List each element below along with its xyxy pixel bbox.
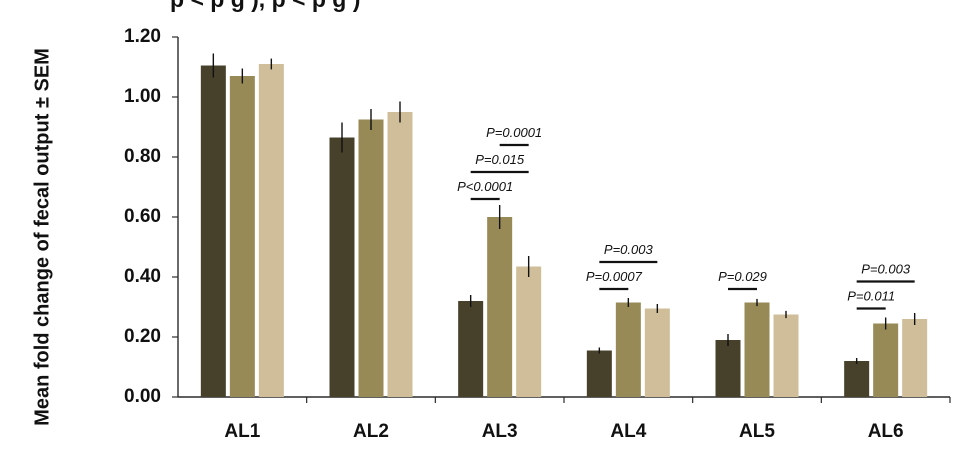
x-category-label: AL2	[353, 421, 389, 442]
significance-label: P=0.003	[604, 242, 654, 257]
bar	[873, 323, 899, 397]
y-tick-label: 0.00	[124, 386, 161, 407]
bar	[258, 64, 284, 397]
y-tick-label: 1.00	[124, 86, 161, 107]
bar	[644, 308, 670, 397]
significance-label: P=0.029	[718, 269, 767, 284]
bar	[844, 361, 870, 397]
significance-label: P=0.003	[861, 262, 911, 277]
x-category-label: AL5	[739, 421, 775, 442]
x-category-label: AL3	[482, 421, 518, 442]
bar	[715, 340, 741, 397]
x-category-label: AL4	[610, 421, 646, 442]
significance-label: P=0.0001	[486, 125, 542, 140]
bar	[387, 112, 413, 397]
significance-label: P=0.0007	[586, 269, 643, 284]
bar	[358, 119, 384, 397]
y-axis-title: Mean fold change of fecal output ± SEM	[31, 48, 53, 426]
bar	[902, 319, 928, 397]
significance-label: P=0.011	[847, 289, 895, 304]
bar	[744, 302, 770, 397]
bar	[586, 350, 612, 397]
bar	[458, 301, 484, 397]
chart-title: p < p g ), p < p g )	[170, 0, 360, 12]
significance-label: P=0.015	[475, 152, 525, 167]
bar	[487, 217, 513, 397]
x-category-label: AL1	[224, 421, 260, 442]
bar	[773, 314, 799, 397]
bar	[229, 76, 255, 397]
plot-area: 0.00 0.20 0.40 0.60 0.80 1.00 1.20 AL1 AL2 AL3 AL4…	[124, 26, 951, 442]
bar	[615, 302, 641, 397]
x-category-label: AL6	[868, 421, 904, 442]
y-tick-label: 0.80	[124, 146, 161, 167]
bar	[516, 266, 542, 397]
y-tick-label: 1.20	[124, 26, 161, 47]
bar	[329, 137, 355, 397]
significance-label: P<0.0001	[457, 179, 513, 194]
y-tick-label: 0.40	[124, 266, 161, 287]
y-tick-label: 0.20	[124, 326, 161, 347]
y-tick-label: 0.60	[124, 206, 161, 227]
bar	[200, 65, 226, 397]
